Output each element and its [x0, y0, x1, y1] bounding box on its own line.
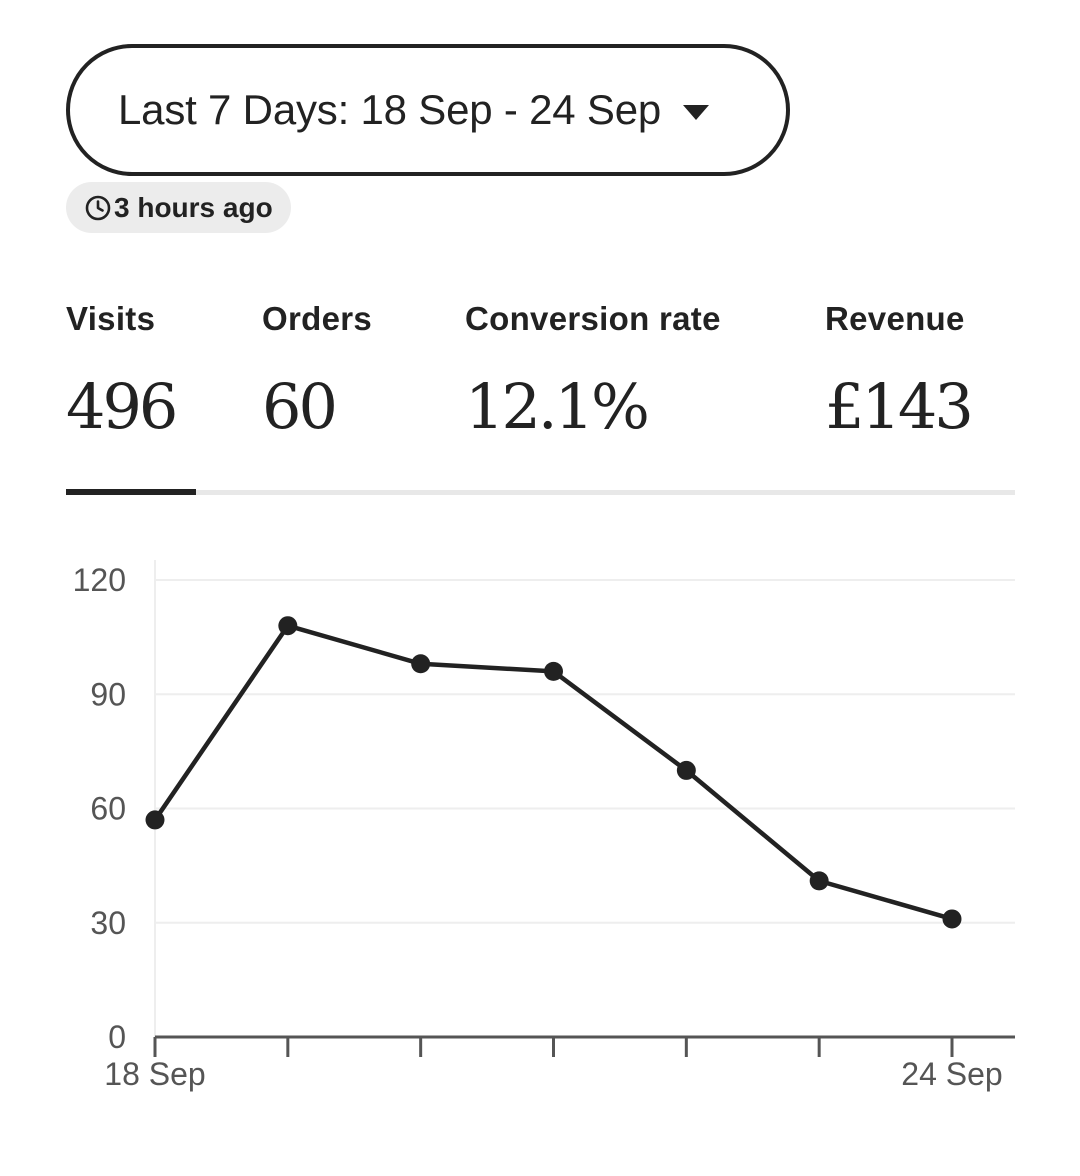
date-range-label: Last 7 Days: 18 Sep - 24 Sep [118, 86, 662, 133]
metric-value-orders: 60 [262, 370, 338, 443]
data-point-5 [676, 760, 696, 780]
metric-value-conversion-rate: 12.1% [465, 370, 650, 443]
y-tick-label-60: 60 [90, 791, 126, 827]
metric-label-conversion-rate: Conversion rate [465, 300, 721, 337]
x-tick-label-1: 18 Sep [104, 1056, 205, 1092]
data-point-6 [809, 871, 829, 891]
metric-label-revenue: Revenue [825, 300, 965, 337]
caret-down-icon [683, 104, 710, 120]
visits-line-chart: 0 30 60 90 120 18 Sep 24 Sep [73, 560, 1015, 1092]
y-tick-label-30: 30 [90, 905, 126, 941]
last-updated-badge: 3 hours ago [66, 182, 291, 233]
data-point-2 [278, 616, 298, 636]
tab-visits[interactable]: Visits 496 [66, 300, 178, 443]
tab-track [66, 490, 1015, 495]
y-tick-label-0: 0 [108, 1019, 126, 1055]
metric-label-orders: Orders [262, 300, 373, 337]
data-point-3 [411, 654, 431, 674]
metric-value-visits: 496 [66, 370, 178, 443]
data-point-4 [544, 661, 563, 681]
data-point-1 [145, 810, 165, 830]
metric-value-revenue: £143 [825, 370, 974, 443]
tab-orders[interactable]: Orders 60 [262, 300, 372, 443]
y-tick-label-90: 90 [90, 676, 126, 712]
metric-label-visits: Visits [66, 300, 156, 337]
date-range-dropdown[interactable]: Last 7 Days: 18 Sep - 24 Sep [66, 44, 790, 176]
y-tick-label-120: 120 [73, 562, 126, 598]
data-point-7 [942, 909, 962, 929]
clock-icon [85, 195, 111, 220]
tab-conversion-rate[interactable]: Conversion rate 12.1% [465, 300, 721, 443]
tab-revenue[interactable]: Revenue £143 [825, 300, 974, 443]
metrics-tabs: Visits 496 Orders 60 Conversion rate 12.… [0, 0, 1080, 500]
tab-selected-indicator [66, 489, 196, 495]
x-tick-label-7: 24 Sep [901, 1056, 1002, 1092]
last-updated-text: 3 hours ago [114, 191, 273, 223]
